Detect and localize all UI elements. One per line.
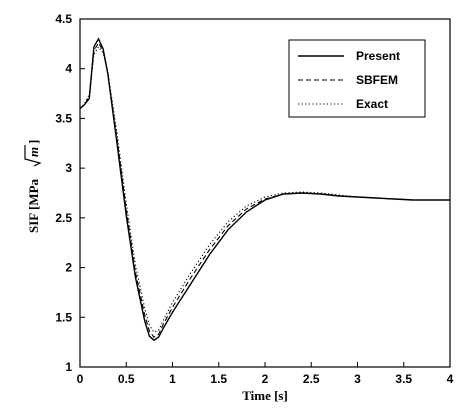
y-tick-label: 4.5 xyxy=(55,12,72,26)
x-tick-label: 4 xyxy=(447,372,454,386)
x-tick-label: 2.5 xyxy=(303,372,320,386)
y-axis-label-close: ] xyxy=(26,140,41,144)
y-axis-label: SIF [MPa m ] xyxy=(24,140,42,233)
y-tick-label: 2.5 xyxy=(55,211,72,225)
y-tick-label: 2 xyxy=(65,261,72,275)
x-tick-label: 0 xyxy=(77,372,84,386)
y-tick-label: 1.5 xyxy=(55,310,72,324)
y-axis-ticks: 1 1.5 2 2.5 3 3.5 4 4.5 xyxy=(55,12,85,374)
x-tick-label: 3 xyxy=(354,372,361,386)
y-axis-label-sqrt-unit: m xyxy=(26,147,41,157)
x-tick-label: 2 xyxy=(262,372,269,386)
y-tick-label: 4 xyxy=(65,62,72,76)
y-tick-label: 3.5 xyxy=(55,111,72,125)
legend-label-sbfem: SBFEM xyxy=(356,73,398,87)
series-layer xyxy=(79,37,450,342)
legend-label-present: Present xyxy=(356,49,400,63)
legend-label-exact: Exact xyxy=(356,97,388,111)
y-axis-label-sqrt-sign xyxy=(24,145,42,167)
series-line-exact xyxy=(79,45,450,333)
legend-box xyxy=(288,39,426,118)
x-axis-label: Time [s] xyxy=(242,388,288,403)
y-tick-label: 1 xyxy=(65,360,72,374)
x-tick-label: 0.5 xyxy=(118,372,135,386)
x-tick-label: 1 xyxy=(169,372,176,386)
x-tick-label: 3.5 xyxy=(395,372,412,386)
x-axis-ticks: 0 0.5 1 1.5 2 2.5 3 3.5 4 xyxy=(77,362,454,386)
y-axis-label-main: SIF [MPa xyxy=(26,178,41,233)
y-tick-label: 3 xyxy=(65,161,72,175)
x-tick-label: 1.5 xyxy=(210,372,227,386)
legend: Present SBFEM Exact xyxy=(288,39,426,118)
